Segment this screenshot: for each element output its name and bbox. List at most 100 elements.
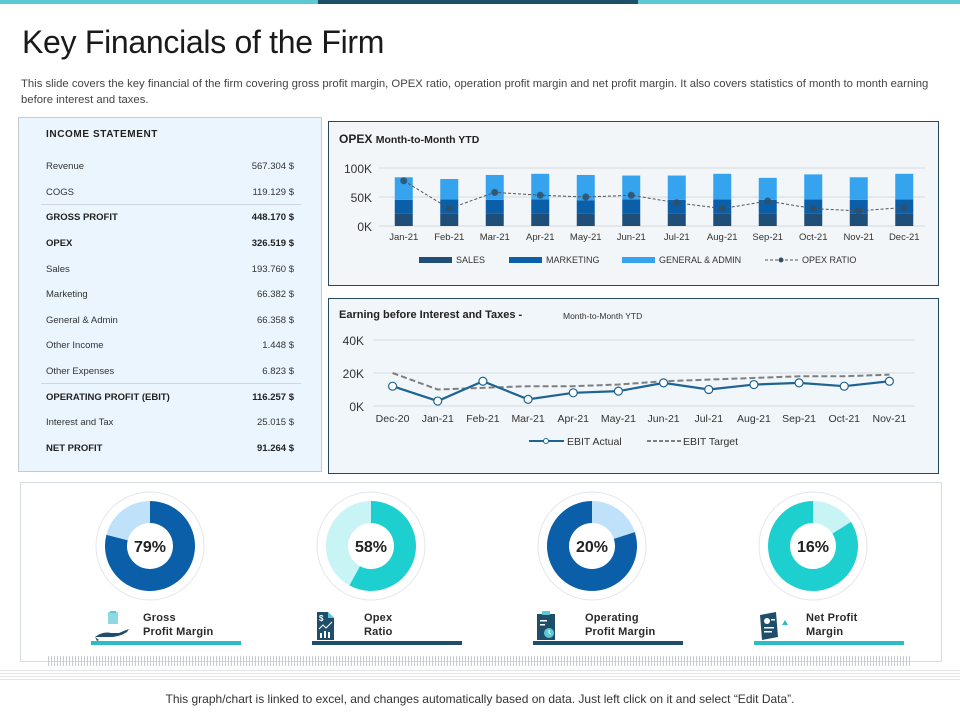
kpi-percent: 20% <box>576 539 608 556</box>
opex-chart-panel[interactable]: OPEX Month-to-Month YTD 0K 50K 100K Jan-21 F… <box>328 121 939 286</box>
opex-ratio-point[interactable] <box>718 205 726 213</box>
opex-bar-general-admin[interactable] <box>713 173 732 200</box>
ebit-actual-point[interactable] <box>658 378 669 388</box>
ebit-actual-point[interactable] <box>523 394 533 405</box>
decorative-divider <box>0 670 960 680</box>
opex-bar-general-admin[interactable] <box>440 179 459 200</box>
ebit-actual-point[interactable] <box>387 381 398 391</box>
ebit-x-tick: Oct-21 <box>828 413 860 425</box>
kpi-donut[interactable]: 79% <box>95 491 205 601</box>
opex-ratio-point[interactable] <box>764 197 772 205</box>
legend-swatch-point <box>778 257 784 263</box>
kpi-label-line1: Net Profit <box>806 612 858 624</box>
opex-ratio-point[interactable] <box>900 203 908 211</box>
opex-ratio-point[interactable] <box>809 205 817 213</box>
opex-bar-sales[interactable] <box>804 213 823 226</box>
opex-bar-marketing[interactable] <box>849 199 868 214</box>
opex-bar-general-admin[interactable] <box>622 175 641 200</box>
opex-y-tick: 100K <box>344 162 372 176</box>
opex-bar-sales[interactable] <box>667 213 686 226</box>
opex-ratio-point[interactable] <box>445 205 453 213</box>
income-row: OPERATING PROFIT (EBIT) 116.257 $ <box>46 384 294 410</box>
svg-text:$: $ <box>319 614 324 623</box>
ebit-x-tick: May-21 <box>601 413 636 425</box>
opex-x-tick: Jan-21 <box>389 232 418 243</box>
opex-legend: SALES MARKETING GENERAL & ADMIN OPEX RATIO <box>419 255 856 265</box>
opex-bar-general-admin[interactable] <box>485 174 504 200</box>
ebit-actual-point[interactable] <box>433 396 443 406</box>
opex-ratio-line <box>403 180 905 212</box>
hand-document-icon <box>93 611 133 641</box>
income-row-label: Interest and Tax <box>46 417 114 429</box>
ebit-x-tick: Dec-20 <box>376 413 410 425</box>
opex-ratio-point[interactable] <box>491 188 499 196</box>
top-accent-bar <box>0 0 960 4</box>
ebit-actual-point[interactable] <box>568 388 578 398</box>
income-row-label: NET PROFIT <box>46 442 103 454</box>
opex-ratio-point[interactable] <box>536 191 544 199</box>
opex-bar-marketing[interactable] <box>758 199 777 214</box>
opex-chart[interactable]: 0K 50K 100K Jan-21 Feb-21 Mar-21 Apr-21 May-21 J… <box>329 122 940 287</box>
opex-bar-general-admin[interactable] <box>667 175 686 200</box>
opex-bar-marketing[interactable] <box>667 199 686 214</box>
ebit-actual-line <box>392 380 890 403</box>
opex-bar-sales[interactable] <box>895 213 914 226</box>
opex-bar-general-admin[interactable] <box>394 177 413 200</box>
opex-bar-general-admin[interactable] <box>849 177 868 200</box>
kpi-donut[interactable]: 20% <box>537 491 647 601</box>
opex-bar-general-admin[interactable] <box>895 173 914 200</box>
ebit-chart-panel[interactable]: Earning before Interest and Taxes - Mont… <box>328 298 939 474</box>
ebit-actual-point[interactable] <box>478 376 488 386</box>
opex-bar-marketing[interactable] <box>531 199 550 214</box>
opex-ratio-point[interactable] <box>673 199 681 207</box>
opex-bar-general-admin[interactable] <box>804 174 823 200</box>
ebit-actual-point[interactable] <box>794 378 804 388</box>
income-statement-heading: INCOME STATEMENT <box>46 129 159 140</box>
opex-bar-marketing[interactable] <box>622 199 641 214</box>
opex-bar-sales[interactable] <box>622 213 641 226</box>
ebit-x-tick: Nov-21 <box>872 413 906 425</box>
opex-bar-general-admin[interactable] <box>531 173 550 200</box>
kpi-donut[interactable]: 58% <box>316 491 426 601</box>
ebit-target-line <box>392 372 890 391</box>
income-row-value: 66.358 $ <box>257 314 294 326</box>
kpi-label-line2: Profit Margin <box>143 626 214 638</box>
opex-bar-sales[interactable] <box>394 213 413 226</box>
income-row-label: COGS <box>46 186 74 198</box>
ebit-actual-point[interactable] <box>839 381 849 391</box>
opex-ratio-point[interactable] <box>855 207 863 215</box>
opex-bar-sales[interactable] <box>713 213 732 226</box>
ebit-actual-point[interactable] <box>613 386 624 396</box>
kpi-card: 79% Gross Profit Margin <box>55 483 255 663</box>
ebit-actual-point[interactable] <box>884 376 895 386</box>
income-row: General & Admin 66.358 $ <box>46 308 294 334</box>
ebit-actual-point[interactable] <box>704 384 714 395</box>
opex-ratio-point[interactable] <box>582 193 590 201</box>
kpi-underline <box>312 641 462 645</box>
opex-bar-marketing[interactable] <box>394 199 413 214</box>
opex-bar-marketing[interactable] <box>485 199 504 214</box>
top-accent-bar-dark-segment <box>318 0 638 4</box>
opex-bar-general-admin[interactable] <box>758 177 777 200</box>
legend-label: EBIT Actual <box>567 436 622 448</box>
opex-ratio-point[interactable] <box>627 191 635 199</box>
opex-bar-sales[interactable] <box>440 213 459 226</box>
kpi-underline <box>533 641 683 645</box>
income-row-value: 193.760 $ <box>251 263 294 275</box>
ebit-actual-point[interactable] <box>749 379 759 390</box>
legend-label: OPEX RATIO <box>802 255 856 265</box>
opex-bar-sales[interactable] <box>531 213 550 226</box>
opex-bar-sales[interactable] <box>576 213 595 226</box>
opex-bar-sales[interactable] <box>485 213 504 226</box>
page-subtitle: This slide covers the key financial of t… <box>21 78 929 106</box>
opex-bar-sales[interactable] <box>758 213 777 226</box>
kpi-card: 20% Operating Profit Margin <box>497 483 697 663</box>
opex-bar-general-admin[interactable] <box>576 174 595 201</box>
opex-bar-marketing[interactable] <box>576 200 595 214</box>
ebit-chart[interactable]: 0K 20K 40K Dec-20 Jan-21 Feb-21 Mar-21 Apr-21 Ma… <box>329 299 940 475</box>
kpi-area: 79% Gross Profit Margin 58% $ Opex Ratio 20% Ope… <box>20 482 942 662</box>
kpi-donut[interactable]: 16% <box>758 491 868 601</box>
opex-ratio-point[interactable] <box>400 177 408 185</box>
opex-bar-sales[interactable] <box>849 213 868 226</box>
donut-rest-segment <box>106 501 150 541</box>
